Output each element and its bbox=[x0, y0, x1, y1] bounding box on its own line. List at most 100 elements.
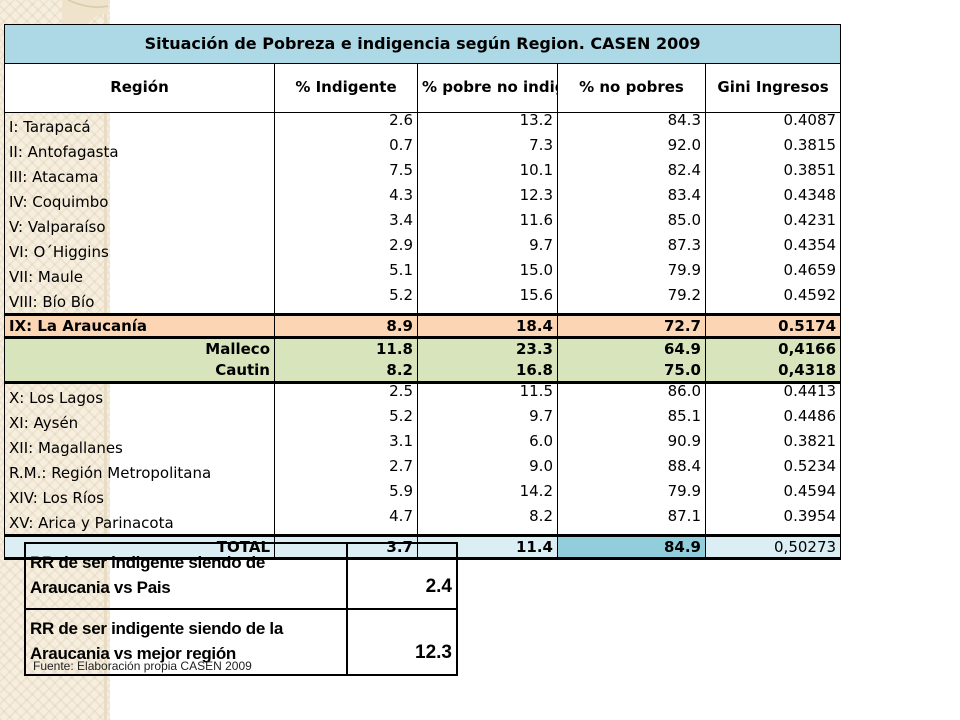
table-row: III: Atacama 7.5 10.1 82.4 0.3851 bbox=[4, 163, 842, 188]
indigente-cell: 2.9 bbox=[274, 238, 418, 263]
pobre-no-indigente-cell: 9.7 bbox=[417, 238, 558, 263]
indigente-cell: 11.8 bbox=[274, 336, 418, 360]
indigente-cell: 8.2 bbox=[274, 360, 418, 384]
pobre-no-indigente-cell: 18.4 bbox=[417, 313, 558, 339]
province-row: Cautin 8.2 16.8 75.0 0,4318 bbox=[4, 360, 842, 384]
gini-cell: 0.4486 bbox=[704, 409, 842, 434]
table-row: XI: Aysén 5.2 9.7 85.1 0.4486 bbox=[4, 409, 842, 434]
pobre-no-indigente-cell: 9.0 bbox=[417, 459, 558, 484]
rr-row: RR de ser indigente siendo de Araucania … bbox=[24, 542, 458, 610]
indigente-cell: 4.7 bbox=[274, 509, 418, 536]
gini-cell: 0.4087 bbox=[704, 112, 842, 138]
gini-cell: 0.4354 bbox=[704, 238, 842, 263]
gini-cell: 0.5174 bbox=[704, 313, 842, 339]
gini-cell: 0.3954 bbox=[704, 509, 842, 536]
region-cell: XII: Magallanes bbox=[4, 434, 275, 459]
no-pobres-cell: 87.1 bbox=[557, 509, 706, 536]
no-pobres-cell: 92.0 bbox=[557, 138, 706, 163]
indigente-cell: 0.7 bbox=[274, 138, 418, 163]
region-cell: XIV: Los Ríos bbox=[4, 484, 275, 509]
indigente-cell: 5.2 bbox=[274, 288, 418, 315]
pobre-no-indigente-cell: 16.8 bbox=[417, 360, 558, 384]
table-row: V: Valparaíso 3.4 11.6 85.0 0.4231 bbox=[4, 213, 842, 238]
table-row: IV: Coquimbo 4.3 12.3 83.4 0.4348 bbox=[4, 188, 842, 213]
table-row: VI: O´Higgins 2.9 9.7 87.3 0.4354 bbox=[4, 238, 842, 263]
indigente-cell: 5.9 bbox=[274, 484, 418, 509]
region-cell: I: Tarapacá bbox=[4, 112, 275, 138]
table-row: I: Tarapacá 2.6 13.2 84.3 0.4087 bbox=[4, 112, 842, 138]
no-pobres-cell: 85.1 bbox=[557, 409, 706, 434]
pobre-no-indigente-cell: 15.6 bbox=[417, 288, 558, 315]
no-pobres-cell: 86.0 bbox=[557, 382, 706, 409]
no-pobres-cell: 85.0 bbox=[557, 213, 706, 238]
indigente-cell: 7.5 bbox=[274, 163, 418, 188]
gini-cell: 0.3851 bbox=[704, 163, 842, 188]
pobre-no-indigente-cell: 11.5 bbox=[417, 382, 558, 409]
region-cell: XV: Arica y Parinacota bbox=[4, 509, 275, 536]
no-pobres-cell: 83.4 bbox=[557, 188, 706, 213]
no-pobres-cell: 72.7 bbox=[557, 313, 706, 339]
araucania-row: IX: La Araucanía 8.9 18.4 72.7 0.5174 bbox=[4, 313, 842, 339]
pobre-no-indigente-cell: 15.0 bbox=[417, 263, 558, 288]
indigente-cell: 2.7 bbox=[274, 459, 418, 484]
table-row: R.M.: Región Metropolitana 2.7 9.0 88.4 0.52… bbox=[4, 459, 842, 484]
pobre-no-indigente-cell: 10.1 bbox=[417, 163, 558, 188]
table-row: XV: Arica y Parinacota 4.7 8.2 87.1 0.3954 bbox=[4, 509, 842, 536]
region-cell: Cautin bbox=[4, 360, 275, 384]
rr-label: RR de ser indigente siendo de la Araucan… bbox=[24, 608, 348, 676]
table-row: II: Antofagasta 0.7 7.3 92.0 0.3815 bbox=[4, 138, 842, 163]
no-pobres-cell: 90.9 bbox=[557, 434, 706, 459]
gini-cell: 0.5234 bbox=[704, 459, 842, 484]
table-row: X: Los Lagos 2.5 11.5 86.0 0.4413 bbox=[4, 382, 842, 409]
no-pobres-cell: 64.9 bbox=[557, 336, 706, 360]
rr-value: 2.4 bbox=[346, 542, 458, 610]
indigente-cell: 5.1 bbox=[274, 263, 418, 288]
region-cell: II: Antofagasta bbox=[4, 138, 275, 163]
region-cell: VI: O´Higgins bbox=[4, 238, 275, 263]
gini-cell: 0,4166 bbox=[704, 336, 842, 360]
gini-cell: 0,50273 bbox=[704, 534, 842, 560]
gini-cell: 0.4413 bbox=[704, 382, 842, 409]
no-pobres-cell: 88.4 bbox=[557, 459, 706, 484]
no-pobres-cell: 79.9 bbox=[557, 484, 706, 509]
table-title: Situación de Pobreza e indigencia según … bbox=[3, 24, 842, 64]
pobre-no-indigente-cell: 11.6 bbox=[417, 213, 558, 238]
no-pobres-cell: 84.3 bbox=[557, 112, 706, 138]
table-row: VIII: Bío Bío 5.2 15.6 79.2 0.4592 bbox=[4, 288, 842, 315]
header-indigente: % Indigente bbox=[274, 63, 418, 113]
indigente-cell: 2.6 bbox=[274, 112, 418, 138]
poverty-table: Situación de Pobreza e indigencia según … bbox=[3, 24, 842, 560]
rr-table: RR de ser indigente siendo de Araucania … bbox=[24, 542, 458, 676]
rr-value: 12.3 bbox=[346, 608, 458, 676]
indigente-cell: 4.3 bbox=[274, 188, 418, 213]
region-cell: XI: Aysén bbox=[4, 409, 275, 434]
pobre-no-indigente-cell: 23.3 bbox=[417, 336, 558, 360]
region-cell: VIII: Bío Bío bbox=[4, 288, 275, 315]
region-cell: Malleco bbox=[4, 336, 275, 360]
region-cell: IX: La Araucanía bbox=[4, 313, 275, 339]
region-cell: X: Los Lagos bbox=[4, 382, 275, 409]
indigente-cell: 3.1 bbox=[274, 434, 418, 459]
table-row: XIV: Los Ríos 5.9 14.2 79.9 0.4594 bbox=[4, 484, 842, 509]
region-cell: R.M.: Región Metropolitana bbox=[4, 459, 275, 484]
indigente-cell: 5.2 bbox=[274, 409, 418, 434]
gini-cell: 0.4594 bbox=[704, 484, 842, 509]
gini-cell: 0.3815 bbox=[704, 138, 842, 163]
indigente-cell: 8.9 bbox=[274, 313, 418, 339]
no-pobres-cell: 79.9 bbox=[557, 263, 706, 288]
table-row: VII: Maule 5.1 15.0 79.9 0.4659 bbox=[4, 263, 842, 288]
gini-cell: 0.3821 bbox=[704, 434, 842, 459]
indigente-cell: 2.5 bbox=[274, 382, 418, 409]
rr-row: RR de ser indigente siendo de la Araucan… bbox=[24, 608, 458, 676]
no-pobres-cell: 82.4 bbox=[557, 163, 706, 188]
no-pobres-cell: 84.9 bbox=[557, 534, 706, 560]
table-row: XII: Magallanes 3.1 6.0 90.9 0.3821 bbox=[4, 434, 842, 459]
pobre-no-indigente-cell: 13.2 bbox=[417, 112, 558, 138]
rr-label: RR de ser indigente siendo de Araucania … bbox=[24, 542, 348, 610]
province-row: Malleco 11.8 23.3 64.9 0,4166 bbox=[4, 336, 842, 360]
pobre-no-indigente-cell: 8.2 bbox=[417, 509, 558, 536]
no-pobres-cell: 87.3 bbox=[557, 238, 706, 263]
header-gini: Gini Ingresos bbox=[704, 63, 842, 113]
gini-cell: 0.4659 bbox=[704, 263, 842, 288]
gini-cell: 0.4348 bbox=[704, 188, 842, 213]
